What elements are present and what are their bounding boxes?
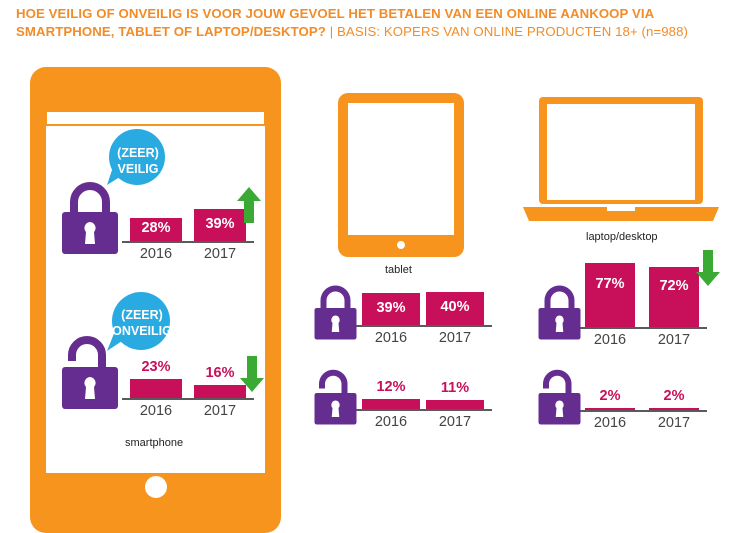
bar-laptop-desktop-veilig-2016 <box>585 263 635 327</box>
year-label-tablet-onveilig-2016: 2016 <box>374 414 408 430</box>
bar-tablet-onveilig-2016 <box>362 399 420 409</box>
closed-lock-icon-laptop-desktop <box>538 285 581 340</box>
baseline-laptop-desktop-onveilig <box>577 410 707 412</box>
year-label-smartphone-veilig-2016: 2016 <box>139 246 173 262</box>
baseline-smartphone-onveilig <box>122 398 254 400</box>
bubble-unsafe-line2: ONVEILIG <box>112 324 172 338</box>
bar-laptop-desktop-onveilig-2017 <box>649 408 699 410</box>
year-label-smartphone-onveilig-2016: 2016 <box>139 403 173 419</box>
value-label-smartphone-onveilig-2016: 23% <box>141 358 171 375</box>
bar-smartphone-onveilig-2016 <box>130 378 182 398</box>
baseline-tablet-onveilig <box>354 409 492 411</box>
value-label-laptop-desktop-veilig-2016: 77% <box>595 276 625 293</box>
title-main: HOE VEILIG OF ONVEILIG IS VOOR JOUW GEVO… <box>16 6 654 39</box>
bubble-unsafe-line1: (ZEER) <box>121 308 163 322</box>
laptop-illustration <box>523 97 719 221</box>
trend-up-arrow-icon-smartphone-veilig <box>237 187 261 223</box>
bubble-safe-line1: (ZEER) <box>117 146 159 160</box>
baseline-laptop-desktop-veilig <box>577 327 707 329</box>
bar-smartphone-veilig-2017 <box>194 208 246 241</box>
value-label-laptop-desktop-veilig-2017: 72% <box>659 278 689 295</box>
bar-tablet-onveilig-2017 <box>426 399 484 409</box>
label-tablet: tablet <box>385 264 412 276</box>
label-smartphone: smartphone <box>125 437 184 449</box>
year-label-laptop-desktop-onveilig-2017: 2017 <box>657 415 691 431</box>
value-label-tablet-onveilig-2017: 11% <box>440 379 470 396</box>
value-label-laptop-desktop-onveilig-2017: 2% <box>663 388 685 404</box>
baseline-tablet-veilig <box>354 325 492 327</box>
bubble-safe-shape <box>107 129 165 185</box>
bubble-unsafe-shape <box>107 292 170 351</box>
baseline-smartphone-veilig <box>122 241 254 243</box>
year-label-laptop-desktop-veilig-2017: 2017 <box>657 332 691 348</box>
value-label-laptop-desktop-onveilig-2016: 2% <box>599 388 621 404</box>
label-laptop: laptop/desktop <box>586 231 658 243</box>
bubble-safe-line2: VEILIG <box>117 162 159 176</box>
value-label-smartphone-veilig-2016: 28% <box>141 220 171 237</box>
open-lock-icon-smartphone <box>62 336 118 409</box>
year-label-laptop-desktop-onveilig-2016: 2016 <box>593 415 627 431</box>
value-label-smartphone-onveilig-2017: 16% <box>205 364 235 381</box>
year-label-smartphone-veilig-2017: 2017 <box>203 246 237 262</box>
open-lock-icon-laptop-desktop <box>538 369 581 425</box>
year-label-smartphone-onveilig-2017: 2017 <box>203 403 237 419</box>
bar-tablet-veilig-2017 <box>426 291 484 325</box>
bar-laptop-desktop-veilig-2017 <box>649 267 699 327</box>
year-label-tablet-veilig-2016: 2016 <box>374 330 408 346</box>
tablet-illustration <box>338 93 464 257</box>
year-label-tablet-veilig-2017: 2017 <box>438 330 472 346</box>
value-label-tablet-veilig-2017: 40% <box>440 299 470 316</box>
value-label-smartphone-veilig-2017: 39% <box>205 215 235 232</box>
bar-smartphone-veilig-2016 <box>130 217 182 241</box>
bar-tablet-veilig-2016 <box>362 292 420 325</box>
bar-laptop-desktop-onveilig-2016 <box>585 408 635 410</box>
bubble-safe: (ZEER) VEILIG <box>109 145 167 177</box>
bubble-unsafe: (ZEER) ONVEILIG <box>109 307 175 339</box>
trend-down-arrow-icon-laptop-desktop-veilig <box>696 250 720 286</box>
open-lock-icon-tablet <box>314 369 357 425</box>
bar-smartphone-onveilig-2017 <box>194 384 246 398</box>
trend-down-arrow-icon-smartphone-onveilig <box>240 356 264 392</box>
year-label-laptop-desktop-veilig-2016: 2016 <box>593 332 627 348</box>
closed-lock-icon-tablet <box>314 285 357 340</box>
year-label-tablet-onveilig-2017: 2017 <box>438 414 472 430</box>
value-label-tablet-onveilig-2016: 12% <box>376 379 406 396</box>
chart-title: HOE VEILIG OF ONVEILIG IS VOOR JOUW GEVO… <box>16 5 736 40</box>
closed-lock-icon-smartphone <box>62 182 118 254</box>
title-basis: | BASIS: KOPERS VAN ONLINE PRODUCTEN 18+… <box>329 23 689 39</box>
value-label-tablet-veilig-2016: 39% <box>376 299 406 316</box>
